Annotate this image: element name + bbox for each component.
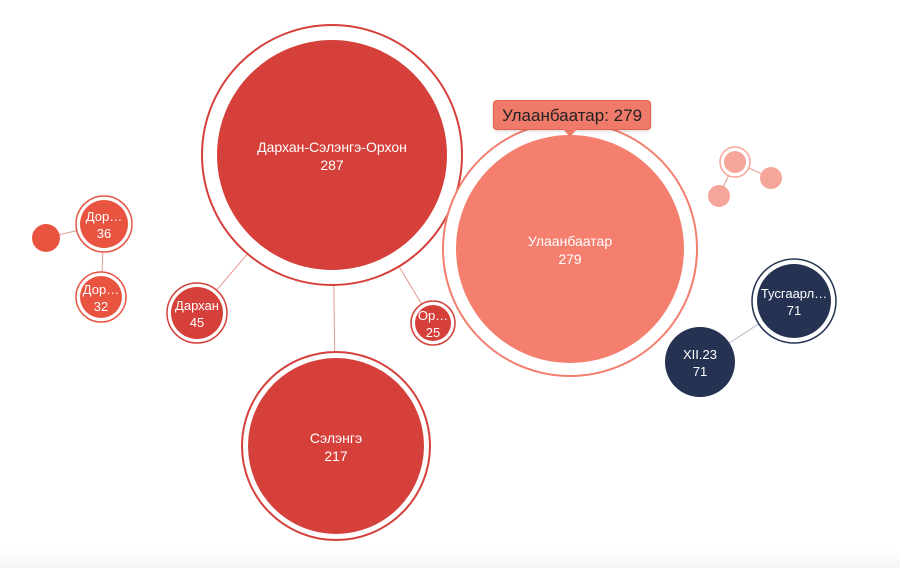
node-pink-right[interactable] (760, 167, 782, 189)
node-pink-left[interactable] (708, 185, 730, 207)
node-label: Улаанбаатар (528, 233, 612, 249)
node-small-orange[interactable] (32, 224, 60, 252)
node-value: 71 (787, 303, 801, 318)
node-value: 217 (324, 448, 348, 464)
node-label: Дор… (83, 282, 119, 297)
tooltip-text: Улаанбаатар: 279 (501, 106, 643, 125)
node-ulaanbaatar[interactable]: Улаанбаатар 279 (442, 121, 698, 377)
node-label: Ор… (418, 308, 448, 323)
node-label: Дархан (175, 298, 219, 313)
hover-tooltip: Улаанбаатар: 279 (493, 100, 651, 137)
node-bubble (217, 40, 447, 270)
node-label: Тусгаарл… (761, 286, 827, 301)
node-label: Сэлэнгэ (310, 430, 362, 446)
node-bubble (456, 135, 684, 363)
node-value: 279 (558, 251, 582, 267)
node-value: 71 (693, 364, 707, 379)
nodes-layer: Дархан-Сэлэнгэ-Орхон 287 Сэлэнгэ 217 Дархан 4… (32, 24, 837, 541)
node-value: 287 (320, 157, 344, 173)
node-label: Дархан-Сэлэнгэ-Орхон (257, 139, 407, 155)
node-bubble (80, 200, 128, 248)
node-bubble (665, 327, 735, 397)
node-bubble (724, 151, 746, 173)
node-bubble (171, 287, 223, 339)
node-darkhan[interactable]: Дархан 45 (166, 282, 228, 344)
node-orkhon[interactable]: Ор… 25 (410, 300, 456, 346)
node-label: XII.23 (683, 347, 717, 362)
node-value: 25 (426, 325, 440, 340)
node-value: 32 (94, 299, 108, 314)
bottom-shadow-band (0, 550, 900, 568)
node-bubble (760, 167, 782, 189)
node-darkhan-selenge-orkhon[interactable]: Дархан-Сэлэнгэ-Орхон 287 (201, 24, 463, 286)
node-label: Дор… (86, 209, 122, 224)
node-bubble (757, 264, 831, 338)
node-dornod-2[interactable]: Дор… 32 (75, 271, 127, 323)
node-bubble (248, 358, 424, 534)
node-pink-ringed[interactable] (719, 146, 751, 178)
node-tusgaarl[interactable]: Тусгаарл… 71 (751, 258, 837, 344)
node-value: 45 (190, 315, 204, 330)
node-bubble (32, 224, 60, 252)
node-bubble (708, 185, 730, 207)
node-bubble (80, 276, 122, 318)
node-value: 36 (97, 226, 111, 241)
node-xii23[interactable]: XII.23 71 (665, 327, 735, 397)
node-dornod-1[interactable]: Дор… 36 (75, 195, 133, 253)
node-bubble (415, 305, 451, 341)
node-selenge[interactable]: Сэлэнгэ 217 (241, 351, 431, 541)
